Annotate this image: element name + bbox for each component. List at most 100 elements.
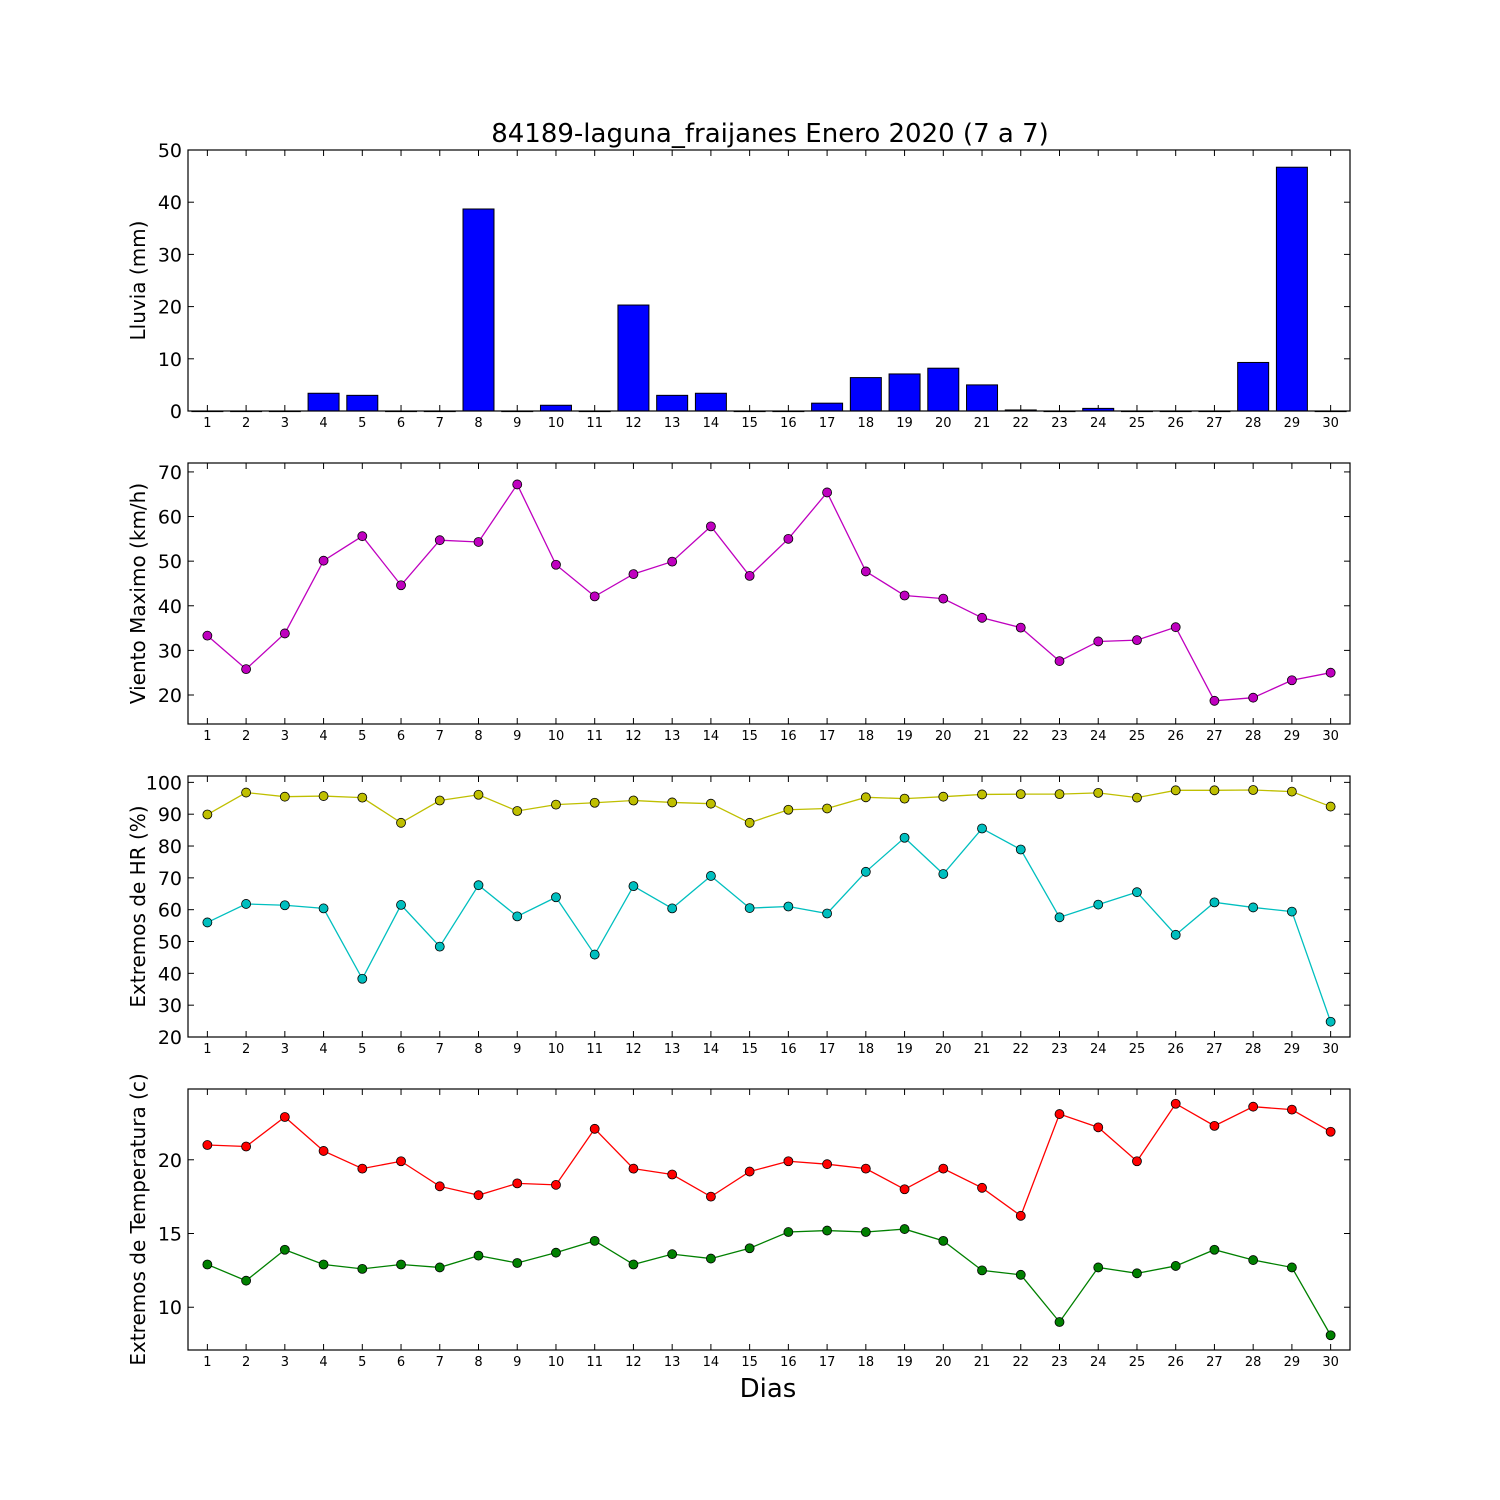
wind-x-tick-label: 1 bbox=[203, 729, 211, 744]
humidity-y-tick-label: 40 bbox=[158, 963, 182, 985]
humidity-x-tick-label: 3 bbox=[281, 1042, 289, 1057]
humidity-y-tick-label: 20 bbox=[158, 1027, 182, 1049]
humidity-x-tick-label: 13 bbox=[664, 1042, 681, 1057]
temperature-max-point bbox=[628, 1163, 639, 1174]
humidity-max-point bbox=[357, 792, 368, 803]
temperature-x-tick-label: 6 bbox=[397, 1355, 405, 1370]
temperature-max-point bbox=[241, 1141, 252, 1152]
humidity-max-point bbox=[589, 797, 600, 808]
temperature-x-tick-label: 7 bbox=[436, 1355, 444, 1370]
temperature-min-point bbox=[241, 1275, 252, 1286]
temperature-min-point bbox=[512, 1258, 523, 1268]
humidity-max-point bbox=[822, 803, 832, 814]
humidity-max-point bbox=[241, 787, 252, 798]
wind-x-tick-label: 15 bbox=[741, 729, 758, 744]
humidity-x-tick-label: 7 bbox=[436, 1042, 444, 1057]
temperature-x-tick-label: 11 bbox=[586, 1355, 603, 1370]
humidity-x-tick-label: 30 bbox=[1322, 1042, 1339, 1057]
temperature-min-point bbox=[706, 1253, 716, 1264]
wind-x-tick-label: 20 bbox=[935, 729, 952, 744]
rain-x-tick-label: 7 bbox=[436, 416, 444, 431]
rain-x-tick-label: 22 bbox=[1012, 416, 1029, 431]
wind-x-tick-label: 7 bbox=[436, 729, 444, 744]
temperature-max-point bbox=[473, 1190, 484, 1201]
wind-point bbox=[1093, 636, 1104, 647]
temperature-max-point bbox=[1015, 1210, 1026, 1221]
humidity-min-point bbox=[551, 892, 561, 903]
wind-point bbox=[1015, 622, 1026, 633]
temperature-x-tick-label: 16 bbox=[780, 1355, 797, 1370]
temperature-max-point bbox=[783, 1156, 794, 1167]
wind-point bbox=[977, 612, 987, 623]
temperature-x-tick-label: 29 bbox=[1284, 1355, 1301, 1370]
wind-point bbox=[1209, 695, 1220, 706]
temperature-x-tick-label: 26 bbox=[1167, 1355, 1184, 1370]
rain-x-tick-label: 8 bbox=[474, 416, 482, 431]
humidity-max-point bbox=[512, 806, 523, 816]
temperature-x-tick-label: 20 bbox=[935, 1355, 952, 1370]
wind-point bbox=[628, 569, 639, 579]
wind-y-axis-label: Viento Maximo (km/h) bbox=[126, 483, 150, 704]
humidity-min-line bbox=[207, 827, 1332, 1022]
humidity-max-point bbox=[1325, 801, 1336, 812]
temperature-min-point bbox=[1132, 1268, 1142, 1279]
temperature-min-point bbox=[551, 1247, 561, 1258]
humidity-x-tick-label: 22 bbox=[1012, 1042, 1029, 1057]
temperature-max-point bbox=[1287, 1104, 1297, 1115]
humidity-min-point bbox=[1015, 844, 1026, 855]
temperature-x-tick-label: 27 bbox=[1206, 1355, 1223, 1370]
temperature-y-axis-label: Extremos de Temperatura (c) bbox=[126, 1073, 150, 1365]
temperature-x-tick-label: 24 bbox=[1090, 1355, 1107, 1370]
rain-bar bbox=[811, 402, 844, 412]
humidity-max-point bbox=[1093, 787, 1104, 798]
humidity-x-tick-label: 16 bbox=[780, 1042, 797, 1057]
humidity-min-point bbox=[1054, 912, 1065, 923]
temperature-max-line bbox=[207, 1102, 1331, 1217]
humidity-min-point bbox=[667, 903, 678, 914]
temperature-min-line bbox=[207, 1228, 1332, 1336]
humidity-max-point bbox=[899, 793, 910, 804]
temperature-max-point bbox=[589, 1123, 600, 1134]
temperature-max-point bbox=[1170, 1098, 1181, 1109]
temperature-min-point bbox=[434, 1262, 445, 1273]
wind-x-tick-label: 16 bbox=[780, 729, 797, 744]
wind-y-tick-label: 50 bbox=[158, 551, 182, 573]
wind-x-tick-label: 24 bbox=[1090, 729, 1107, 744]
rain-x-tick-label: 26 bbox=[1167, 416, 1184, 431]
humidity-max-point bbox=[783, 804, 794, 815]
wind-point bbox=[822, 487, 832, 498]
humidity-x-tick-label: 26 bbox=[1167, 1042, 1184, 1057]
humidity-x-tick-label: 6 bbox=[397, 1042, 405, 1057]
chart-title: 84189-laguna_fraijanes Enero 2020 (7 a 7… bbox=[491, 119, 1049, 149]
rain-x-tick-label: 30 bbox=[1322, 416, 1339, 431]
temperature-max-point bbox=[1054, 1109, 1065, 1119]
wind-point bbox=[551, 559, 561, 570]
wind-y-tick-label: 70 bbox=[158, 462, 182, 484]
wind-point bbox=[1132, 635, 1142, 646]
humidity-x-tick-label: 25 bbox=[1129, 1042, 1146, 1057]
rain-x-tick-label: 21 bbox=[974, 416, 991, 431]
rain-x-tick-label: 11 bbox=[586, 416, 603, 431]
humidity-max-point bbox=[202, 809, 213, 820]
rain-x-tick-label: 29 bbox=[1284, 416, 1301, 431]
rain-x-tick-label: 25 bbox=[1129, 416, 1146, 431]
wind-point bbox=[744, 570, 755, 581]
humidity-y-tick-label: 80 bbox=[158, 836, 182, 858]
wind-point bbox=[434, 535, 445, 546]
wind-x-tick-label: 30 bbox=[1322, 729, 1339, 744]
temperature-x-tick-label: 4 bbox=[319, 1355, 327, 1370]
wind-x-tick-label: 21 bbox=[974, 729, 991, 744]
rain-x-tick-label: 23 bbox=[1051, 416, 1068, 431]
wind-x-tick-label: 23 bbox=[1051, 729, 1068, 744]
wind-point bbox=[589, 591, 600, 602]
temperature-min-point bbox=[1093, 1262, 1104, 1273]
humidity-x-tick-label: 24 bbox=[1090, 1042, 1107, 1057]
rain-y-tick-label: 40 bbox=[158, 192, 182, 214]
humidity-max-point bbox=[1170, 785, 1181, 796]
wind-point bbox=[512, 479, 523, 490]
rain-y-tick-label: 30 bbox=[158, 244, 182, 266]
humidity-x-tick-label: 5 bbox=[358, 1042, 366, 1057]
humidity-min-point bbox=[1170, 929, 1181, 940]
